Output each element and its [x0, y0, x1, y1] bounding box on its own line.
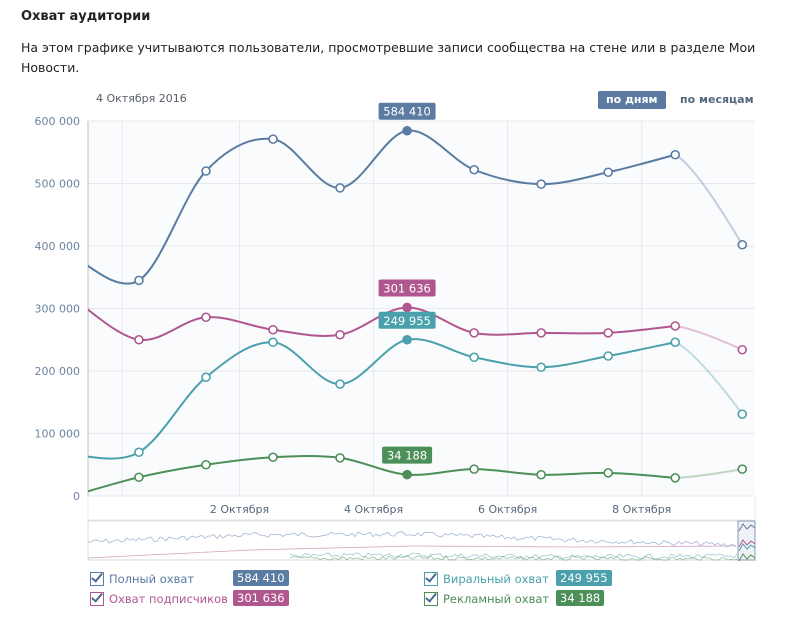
- legend-item-subscribers[interactable]: Охват подписчиков: [90, 590, 228, 608]
- data-point-subscribers: [402, 302, 412, 313]
- y-tick-label: 400 000: [35, 240, 81, 253]
- data-point-viral: [134, 447, 144, 458]
- data-point-ads: [335, 453, 345, 463]
- x-tick-label: 4 Октября: [344, 503, 403, 516]
- data-point-full: [670, 149, 681, 160]
- data-point-full: [268, 134, 278, 144]
- data-point-subscribers: [603, 328, 613, 338]
- legend-label: Охват подписчиков: [109, 592, 228, 606]
- legend-item-ads[interactable]: Рекламный охват: [424, 590, 549, 608]
- data-point-full: [402, 125, 412, 136]
- data-point-viral: [469, 352, 479, 363]
- data-point-ads: [603, 468, 613, 478]
- data-point-ads: [737, 464, 748, 474]
- data-point-ads: [201, 459, 211, 470]
- tooltip-badge-ads: [382, 446, 433, 464]
- section-description: На этом графике учитываются пользователи…: [21, 40, 756, 75]
- data-point-full: [536, 179, 546, 189]
- data-point-subscribers: [335, 329, 345, 340]
- tooltip-badge-subscribers: [378, 279, 436, 297]
- navigator-selected-line-ads: [738, 553, 756, 562]
- tooltip-value-ads: 34 188: [387, 449, 427, 463]
- checkbox-checked-icon[interactable]: [90, 592, 104, 606]
- data-point-viral: [670, 337, 681, 348]
- by-months-button[interactable]: по месяцам: [680, 93, 754, 106]
- y-tick-label: 300 000: [35, 303, 81, 316]
- series-line-ads: [88, 455, 676, 493]
- navigator-selection-handle[interactable]: [737, 520, 756, 561]
- data-point-viral: [201, 372, 211, 383]
- tooltip-value-subscribers: 301 636: [383, 281, 431, 295]
- navigator-selected-line-full: [738, 523, 756, 532]
- legend-value-badge: 249 955: [556, 570, 612, 586]
- y-tick-label: 600 000: [35, 115, 81, 128]
- tooltip-badge-full: [378, 102, 436, 120]
- data-point-viral: [737, 409, 748, 419]
- legend-label: Рекламный охват: [443, 592, 550, 606]
- tooltip-badge-viral: [378, 311, 436, 329]
- data-point-ads: [268, 452, 278, 463]
- navigator-line-ads: [289, 555, 738, 561]
- x-tick-label: 8 Октября: [612, 503, 671, 516]
- tooltip-value-viral: 249 955: [383, 314, 431, 328]
- data-point-ads: [134, 472, 144, 483]
- y-tick-label: 200 000: [35, 365, 81, 378]
- data-point-subscribers: [670, 321, 681, 331]
- data-point-full: [469, 164, 479, 175]
- y-tick-label: 100 000: [35, 428, 81, 441]
- legend-value-badge: 301 636: [233, 590, 289, 606]
- data-point-viral: [402, 334, 412, 345]
- x-tick-label: 6 Октября: [478, 503, 537, 516]
- data-point-full: [737, 239, 748, 250]
- legend-value-badge: 584 410: [233, 570, 289, 586]
- data-point-viral: [335, 379, 345, 389]
- data-point-subscribers: [268, 324, 278, 335]
- legend-value-badge: 34 188: [556, 590, 605, 606]
- navigator-selected-line-viral: [738, 543, 756, 552]
- legend-label: Виральный охват: [443, 572, 549, 586]
- legend-item-full[interactable]: Полный охват: [90, 570, 194, 588]
- legend-label: Полный охват: [109, 572, 195, 586]
- data-point-subscribers: [469, 328, 479, 338]
- navigator: [87, 520, 756, 561]
- checkbox-checked-icon[interactable]: [424, 572, 438, 586]
- series-line-subscribers: [88, 306, 676, 341]
- navigator-line-subscribers: [87, 545, 736, 559]
- data-point-full: [201, 166, 211, 176]
- checkbox-checked-icon[interactable]: [90, 572, 104, 586]
- y-tick-label: 0: [73, 490, 80, 503]
- y-tick-label: 500 000: [35, 178, 81, 191]
- data-point-subscribers: [201, 312, 211, 323]
- series-group: [88, 125, 748, 493]
- legend-item-viral[interactable]: Виральный охват: [424, 570, 549, 588]
- checkbox-checked-icon[interactable]: [424, 592, 438, 606]
- data-point-ads: [670, 473, 681, 483]
- x-axis-band: [87, 495, 756, 521]
- x-tick-label: 2 Октября: [210, 503, 269, 516]
- by-days-button[interactable]: по дням: [598, 91, 666, 109]
- data-point-ads: [402, 469, 412, 480]
- data-point-viral: [268, 337, 278, 348]
- data-point-full: [603, 167, 613, 178]
- data-point-full: [134, 275, 144, 286]
- series-line-full: [88, 129, 676, 285]
- data-point-ads: [536, 469, 546, 480]
- tooltip-value-full: 584 410: [383, 105, 431, 119]
- data-point-full: [335, 183, 345, 193]
- navigator-line-full: [87, 531, 737, 548]
- series-line-viral: [88, 338, 676, 460]
- data-point-viral: [536, 362, 546, 373]
- section-title: Охват аудитории: [21, 9, 151, 24]
- data-point-subscribers: [134, 334, 144, 345]
- data-point-ads: [469, 464, 479, 474]
- selected-date: 4 Октября 2016: [96, 92, 187, 105]
- data-point-subscribers: [737, 344, 748, 355]
- navigator-selected-line-subscribers: [738, 539, 756, 548]
- data-point-subscribers: [536, 328, 546, 338]
- data-point-viral: [603, 351, 613, 361]
